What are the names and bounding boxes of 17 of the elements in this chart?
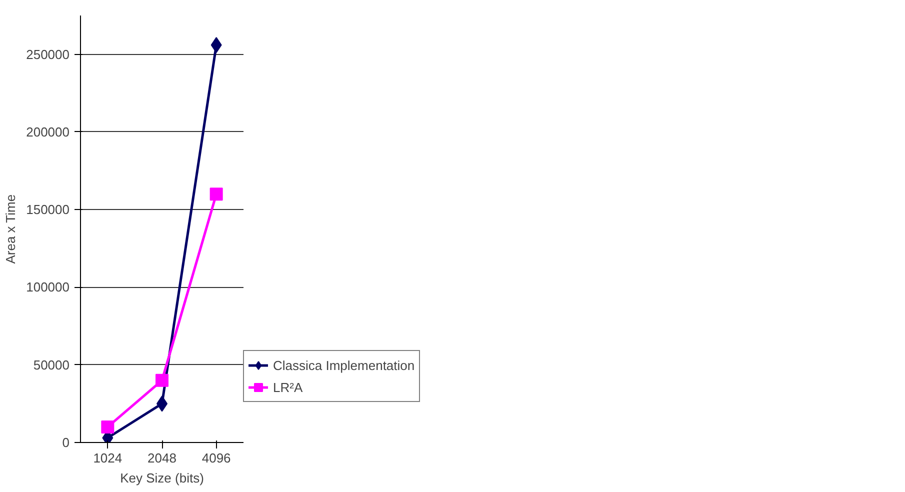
point [210,188,223,201]
y-axis-title: Area x Time [3,194,18,264]
x-tick-label: 2048 [148,450,176,466]
y-tick-label: 150000 [26,202,70,218]
y-tick-label: 50000 [33,357,70,372]
x-tick-label: 1024 [93,450,122,466]
y-tick-label: 250000 [26,46,70,62]
x-axis-title: Key Size (bits) [120,470,204,486]
point [210,37,222,53]
y-tick-label: 100000 [26,280,70,295]
legend-label: LR²A [273,380,303,394]
point [101,420,114,434]
x-tick-label: 4096 [202,450,231,466]
y-tick-label: 0 [62,435,70,450]
y-tick-label: 200000 [26,124,70,140]
legend-label: Classica Implementation [273,358,415,372]
point [156,374,168,387]
